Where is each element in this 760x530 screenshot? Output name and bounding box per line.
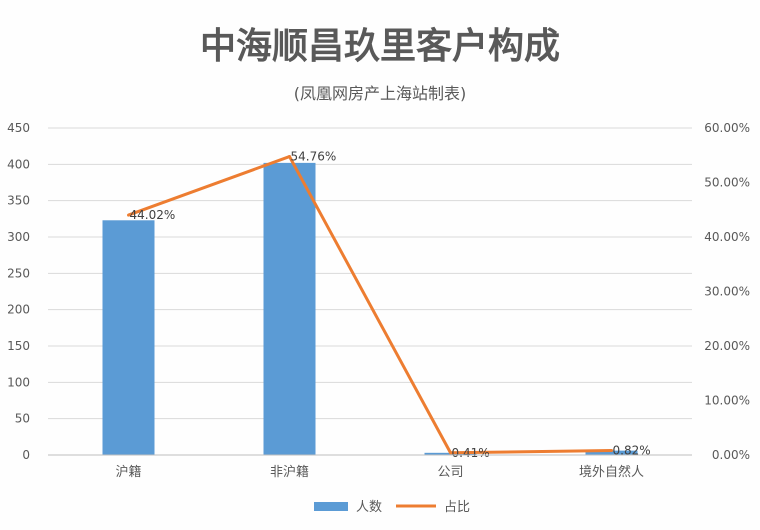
y-right-tick-label: 60.00% [704, 121, 750, 135]
y-left-tick-label: 350 [7, 194, 30, 208]
data-label: 54.76% [291, 150, 337, 164]
legend-swatch-bar [314, 502, 348, 511]
x-tick-label: 公司 [437, 465, 463, 480]
y-left-tick-label: 200 [7, 303, 30, 317]
y-right-tick-label: 30.00% [704, 285, 750, 299]
chart-subtitle: (凤凰网房产上海站制表) [294, 84, 467, 103]
bar [102, 220, 155, 455]
line-point [288, 155, 291, 159]
y-left-tick-label: 50 [15, 412, 30, 426]
y-left-tick-label: 100 [7, 375, 30, 389]
y-right-tick-label: 0.00% [712, 448, 750, 462]
y-left-tick-label: 300 [7, 230, 30, 244]
y-right-tick-label: 50.00% [704, 176, 750, 190]
line-point [127, 213, 130, 217]
line-point [610, 449, 613, 453]
percent-line [127, 155, 612, 455]
line-series: 44.02% 54.76% 0.41% 0.82% [127, 150, 651, 460]
y-right-tick-label: 40.00% [704, 230, 750, 244]
line-point [449, 451, 452, 455]
bar [585, 450, 638, 455]
gridlines [48, 127, 692, 456]
y-right-tick-label: 20.00% [704, 339, 750, 353]
y-left-tick-label: 400 [7, 157, 30, 171]
x-tick-label: 境外自然人 [579, 464, 644, 480]
x-tick-label: 沪籍 [115, 464, 141, 480]
legend-label: 占比 [444, 500, 470, 515]
data-label: 0.82% [613, 444, 651, 458]
x-tick-label: 非沪籍 [270, 464, 309, 480]
bar [263, 162, 316, 455]
y-right-tick-label: 10.00% [704, 394, 750, 408]
bar-series [102, 162, 638, 455]
data-label: 44.02% [130, 208, 176, 222]
legend-label: 人数 [356, 500, 382, 515]
y-left-tick-label: 0 [22, 448, 30, 462]
y-left-tick-label: 450 [7, 121, 30, 135]
legend: 人数 占比 [314, 500, 470, 515]
y-left-tick-label: 150 [7, 339, 30, 353]
axes: 0 50 100 150 200 250 300 350 400 450 0.00% 10.00% 20… [7, 121, 750, 480]
y-left-tick-label: 250 [7, 266, 30, 280]
data-label: 0.41% [452, 446, 490, 460]
chart-title: 中海顺昌玖里客户构成 [200, 26, 560, 67]
